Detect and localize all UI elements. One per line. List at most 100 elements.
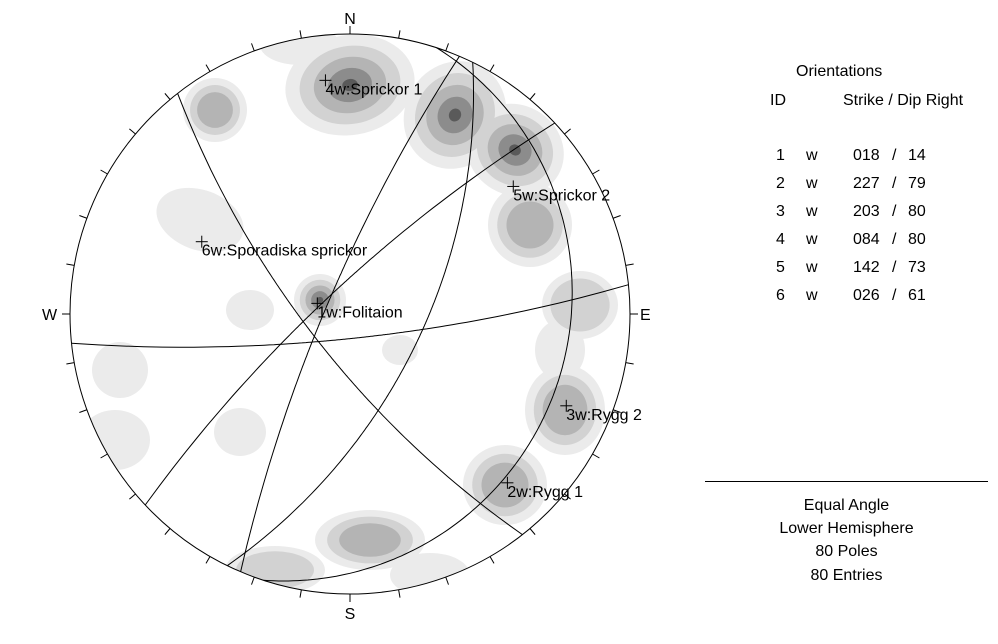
row-dip: 73 (908, 259, 926, 276)
degree-tick (612, 215, 621, 219)
compass-west-label: W (42, 307, 58, 324)
compass-east-label: E (640, 307, 651, 324)
pole-label: 1w:Folitaion (317, 304, 402, 321)
density-contour (342, 78, 358, 92)
degree-tick (445, 576, 449, 585)
row-id: 5 (776, 259, 785, 276)
great-circles (71, 47, 629, 582)
row-type: w (806, 203, 818, 220)
row-strike: 026 (853, 287, 880, 304)
orientation-row: 5 w 142 / 73 (760, 259, 960, 279)
degree-tick (489, 556, 495, 564)
great-circle-plane (263, 47, 573, 582)
orientation-row: 6 w 026 / 61 (760, 287, 960, 307)
compass-south-label: S (345, 606, 356, 623)
legend-divider (705, 481, 988, 482)
degree-tick (251, 43, 255, 52)
density-contour (542, 384, 588, 436)
degree-tick (251, 576, 255, 585)
row-strike: 227 (853, 175, 880, 192)
degree-tick (398, 589, 401, 598)
row-separator: / (892, 175, 897, 192)
row-strike: 084 (853, 231, 880, 248)
degree-tick (100, 169, 108, 175)
density-contour (550, 278, 610, 332)
row-separator: / (892, 147, 897, 164)
degree-tick (164, 528, 171, 535)
orientation-row: 4 w 084 / 80 (760, 231, 960, 251)
density-contour (506, 201, 554, 249)
stereonet: 1w:Folitaion 2w:Rygg 1 3w:Rygg 2 4w:Spricko… (42, 11, 651, 623)
row-dip: 14 (908, 147, 926, 164)
degree-ticks (62, 26, 638, 602)
density-contour (226, 290, 274, 330)
degree-tick (79, 409, 88, 413)
degree-tick (612, 409, 621, 413)
degree-tick (66, 362, 75, 365)
degree-tick (66, 263, 75, 266)
density-contour (316, 296, 324, 304)
density-contour (156, 187, 244, 253)
degree-tick (592, 169, 600, 175)
degree-tick (205, 556, 211, 564)
degree-tick (205, 64, 211, 72)
pole-label: 3w:Rygg 2 (566, 407, 642, 424)
row-strike: 142 (853, 259, 880, 276)
degree-tick (129, 128, 136, 135)
row-type: w (806, 231, 818, 248)
pole-label: 4w:Sprickor 1 (325, 81, 422, 98)
pole-label: 6w:Sporadiska sprickor (202, 243, 368, 260)
row-type: w (806, 287, 818, 304)
row-id: 2 (776, 175, 785, 192)
degree-tick (299, 589, 302, 598)
row-separator: / (892, 287, 897, 304)
degree-tick (79, 215, 88, 219)
density-contour (481, 462, 529, 508)
density-contour (92, 342, 148, 398)
degree-tick (529, 528, 536, 535)
row-separator: / (892, 203, 897, 220)
pole-count: 80 Poles (815, 543, 878, 560)
density-contour (214, 408, 266, 456)
pole-markers: 1w:Folitaion 2w:Rygg 1 3w:Rygg 2 4w:Spricko… (195, 74, 642, 501)
degree-tick (625, 362, 634, 365)
degree-tick (445, 43, 449, 52)
great-circle-plane (177, 93, 523, 536)
orientation-row: 1 w 018 / 14 (760, 147, 960, 167)
degree-tick (489, 64, 495, 72)
row-strike: 203 (853, 203, 880, 220)
density-contour (390, 553, 470, 594)
degree-tick (164, 93, 171, 100)
row-dip: 79 (908, 175, 926, 192)
great-circle-plane (227, 62, 474, 567)
density-contour (448, 108, 462, 122)
row-separator: / (892, 231, 897, 248)
density-contour (535, 320, 585, 380)
degree-tick (529, 93, 536, 100)
projection-type: Equal Angle (803, 497, 890, 514)
row-dip: 61 (908, 287, 926, 304)
row-id: 4 (776, 231, 785, 248)
density-contour (197, 92, 233, 128)
row-id: 3 (776, 203, 785, 220)
degree-tick (564, 128, 571, 135)
column-header-strike-dip: Strike / Dip Right (843, 92, 964, 109)
compass-north-label: N (344, 11, 356, 28)
row-id: 6 (776, 287, 785, 304)
degree-tick (129, 493, 136, 500)
row-type: w (806, 259, 818, 276)
degree-tick (625, 263, 634, 266)
row-separator: / (892, 259, 897, 276)
entry-count: 80 Entries (810, 567, 883, 584)
degree-tick (398, 30, 401, 39)
density-contour (236, 551, 314, 589)
orientation-row: 3 w 203 / 80 (760, 203, 960, 223)
column-header-id: ID (770, 92, 786, 109)
row-dip: 80 (908, 231, 926, 248)
pole-label: 5w:Sprickor 2 (513, 187, 610, 204)
hemisphere-type: Lower Hemisphere (779, 520, 914, 537)
row-type: w (806, 175, 818, 192)
pole-label: 2w:Rygg 1 (507, 484, 583, 501)
row-id: 1 (776, 147, 785, 164)
degree-tick (592, 453, 600, 459)
